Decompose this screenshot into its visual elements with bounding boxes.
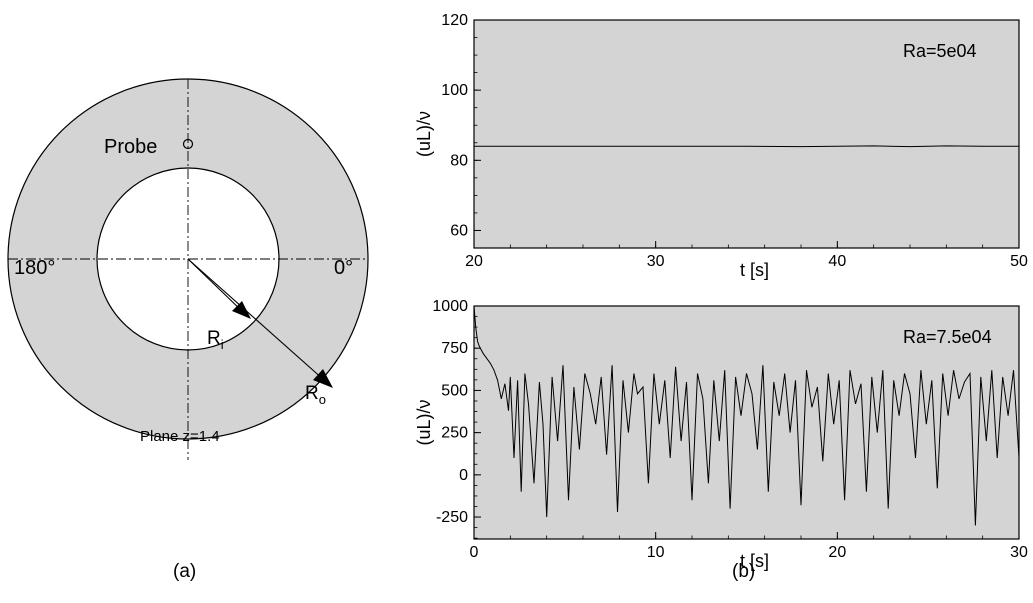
ra-annotation: Ra=7.5e04: [903, 327, 992, 347]
x-tick-label-30: 30: [1010, 544, 1028, 561]
x-axis-label: t [s]: [740, 260, 769, 280]
plane-label: Plane z=1.4: [140, 428, 220, 445]
angle-0-label: 0°: [334, 257, 353, 279]
probe-label: Probe: [104, 136, 157, 158]
outer-radius-arrow: [187, 258, 325, 381]
y-axis-label: (uL)/ν: [414, 111, 434, 157]
y-tick-label-750: 750: [441, 340, 468, 357]
series-line-1: [473, 305, 1020, 526]
y-tick-label-250: 250: [441, 425, 468, 442]
outer-radius-label: Ro: [305, 383, 326, 407]
x-tick-label-10: 10: [647, 544, 665, 561]
x-tick-label-20: 20: [828, 544, 846, 561]
plot-area: [474, 20, 1019, 248]
panel-b-caption: (b): [732, 561, 755, 582]
x-tick-label-40: 40: [828, 253, 846, 270]
probe-marker: [182, 138, 194, 150]
inner-radius-arrowhead: [232, 301, 251, 319]
inner-radius-label: Ri: [207, 328, 224, 352]
y-tick-label-1000: 1000: [432, 298, 468, 315]
x-axis-label: t [s]: [740, 551, 769, 571]
chart-ra-7-5e04: 0 10 20 30 -250 0 250 500 750 1000 t [s] (uL)/ν Ra=7…: [414, 298, 1028, 571]
y-tick-label-120: 120: [441, 12, 468, 29]
x-tick-label-50: 50: [1010, 253, 1028, 270]
y-tick-label-80: 80: [450, 152, 468, 169]
y-tick-label-0: 0: [459, 467, 468, 484]
x-tick-label-20: 20: [465, 253, 483, 270]
plot-area: [474, 306, 1019, 539]
angle-180-label: 180°: [14, 257, 55, 279]
chart-ra-5e04: 20 30 40 50 60 80 100 120 t [s] (uL)/ν Ra=5e04: [414, 12, 1028, 280]
y-tick-label-100: 100: [441, 82, 468, 99]
x-tick-label-0: 0: [470, 544, 479, 561]
y-tick-label-60: 60: [450, 222, 468, 239]
y-tick-label--250: -250: [436, 509, 468, 526]
panel-a-caption: (a): [173, 561, 196, 582]
y-axis-label: (uL)/ν: [414, 399, 434, 445]
series-line-1: [474, 145, 1019, 148]
plot-frame: [473, 19, 1020, 249]
panel-a: Probe 180° 0° Ri Ro Plane z=1.4 (a): [7, 78, 369, 582]
ra-annotation: Ra=5e04: [903, 41, 977, 61]
outer-radius-arrowhead: [313, 369, 333, 388]
x-tick-label-30: 30: [647, 253, 665, 270]
plot-frame: [473, 305, 1020, 540]
y-tick-label-500: 500: [441, 382, 468, 399]
